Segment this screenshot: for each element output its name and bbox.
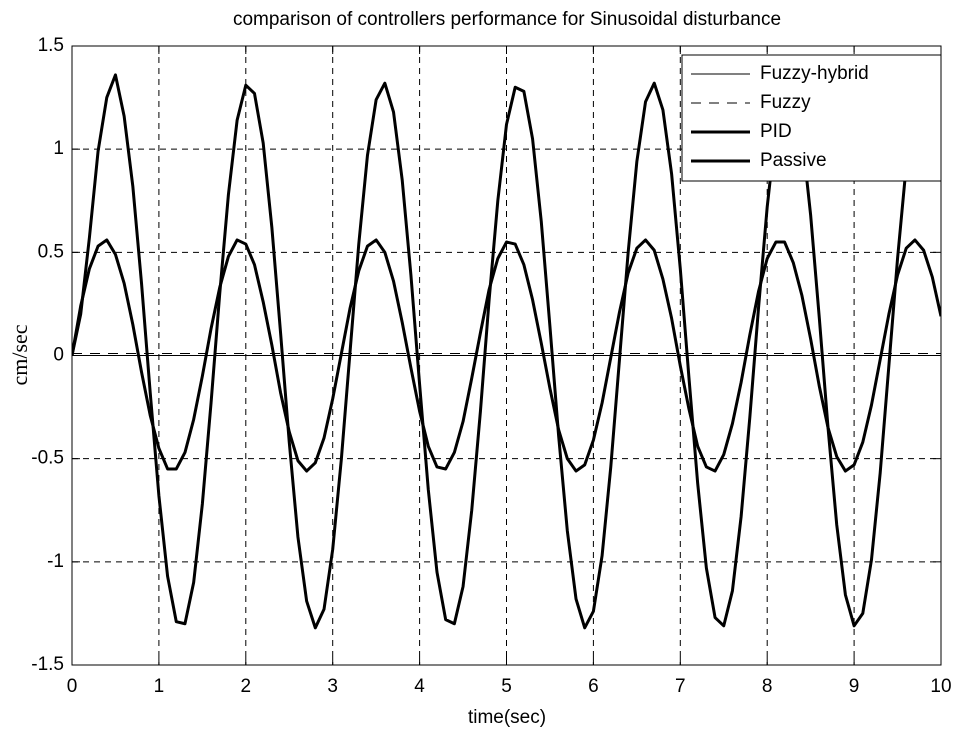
x-tick-label: 2 (241, 676, 252, 697)
x-tick-label: 8 (762, 676, 773, 697)
legend-label: Passive (760, 150, 827, 171)
x-tick-label: 5 (501, 676, 512, 697)
x-tick-label: 9 (849, 676, 860, 697)
y-tick-label: -1 (47, 551, 64, 572)
y-tick-label: 0 (53, 345, 64, 366)
x-axis-label: time(sec) (468, 707, 546, 728)
legend-label: Fuzzy (760, 92, 811, 113)
x-tick-label: 1 (154, 676, 165, 697)
y-tick-label: 1.5 (38, 35, 64, 56)
chart-title: comparison of controllers performance fo… (233, 9, 781, 30)
x-tick-label: 7 (675, 676, 686, 697)
legend-label: Fuzzy-hybrid (760, 63, 869, 84)
y-tick-label: 0.5 (38, 241, 64, 262)
x-tick-label: 3 (327, 676, 338, 697)
y-tick-label: -1.5 (31, 654, 64, 675)
x-tick-label: 0 (67, 676, 78, 697)
x-tick-label: 10 (930, 676, 951, 697)
x-tick-label: 6 (588, 676, 599, 697)
y-tick-label: -0.5 (31, 448, 64, 469)
y-tick-label: 1 (53, 138, 64, 159)
y-axis-label: cm/sec (7, 324, 32, 385)
series-line (72, 238, 941, 473)
x-tick-label: 4 (414, 676, 425, 697)
legend-label: PID (760, 121, 792, 142)
